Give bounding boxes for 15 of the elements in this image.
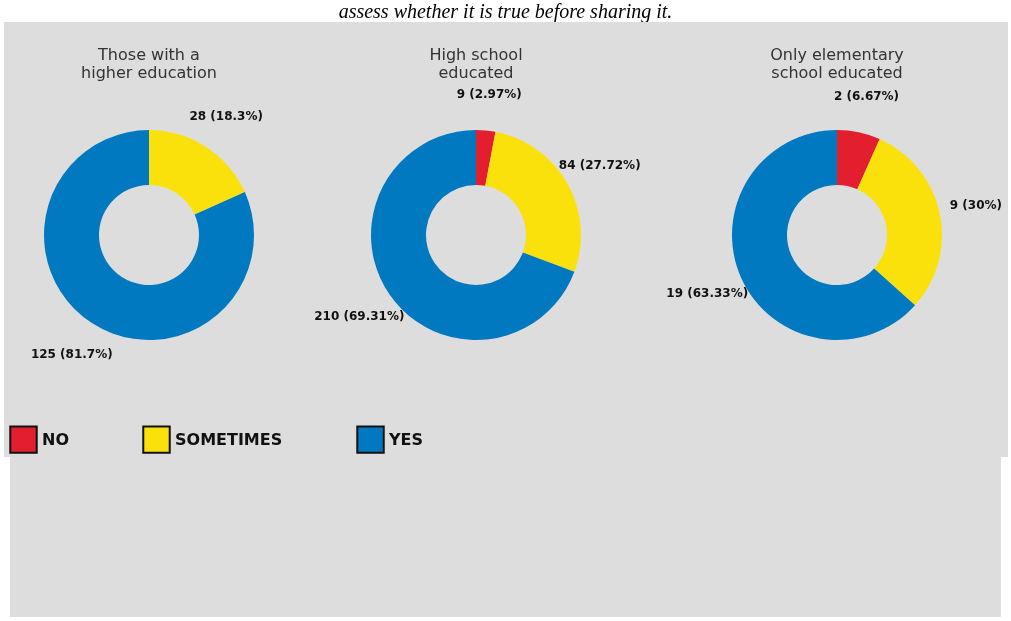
data-label: 84 (27.72%) xyxy=(558,158,641,173)
data-label: 19 (63.33%) xyxy=(665,285,748,300)
slice-label: Those with a higher education xyxy=(80,45,217,82)
text: assess whether it is true before sharing it. xyxy=(337,0,674,22)
data-label: 9 (2.97%) xyxy=(456,86,522,101)
legend-label: SOMETIMES xyxy=(174,429,282,449)
data-label: 28 (18.3%) xyxy=(188,108,263,123)
data-label: 210 (69.31%) xyxy=(313,308,404,323)
legend-label: YES xyxy=(387,429,423,449)
slice-label: Only elementary school educated xyxy=(769,45,904,82)
legend-label: NO xyxy=(41,429,69,449)
slice-label: High school educated xyxy=(428,45,523,82)
data-label: 9 (30%) xyxy=(949,198,1002,213)
data-label: 125 (81.7%) xyxy=(30,347,113,362)
data-label: 2 (6.67%) xyxy=(833,89,899,104)
